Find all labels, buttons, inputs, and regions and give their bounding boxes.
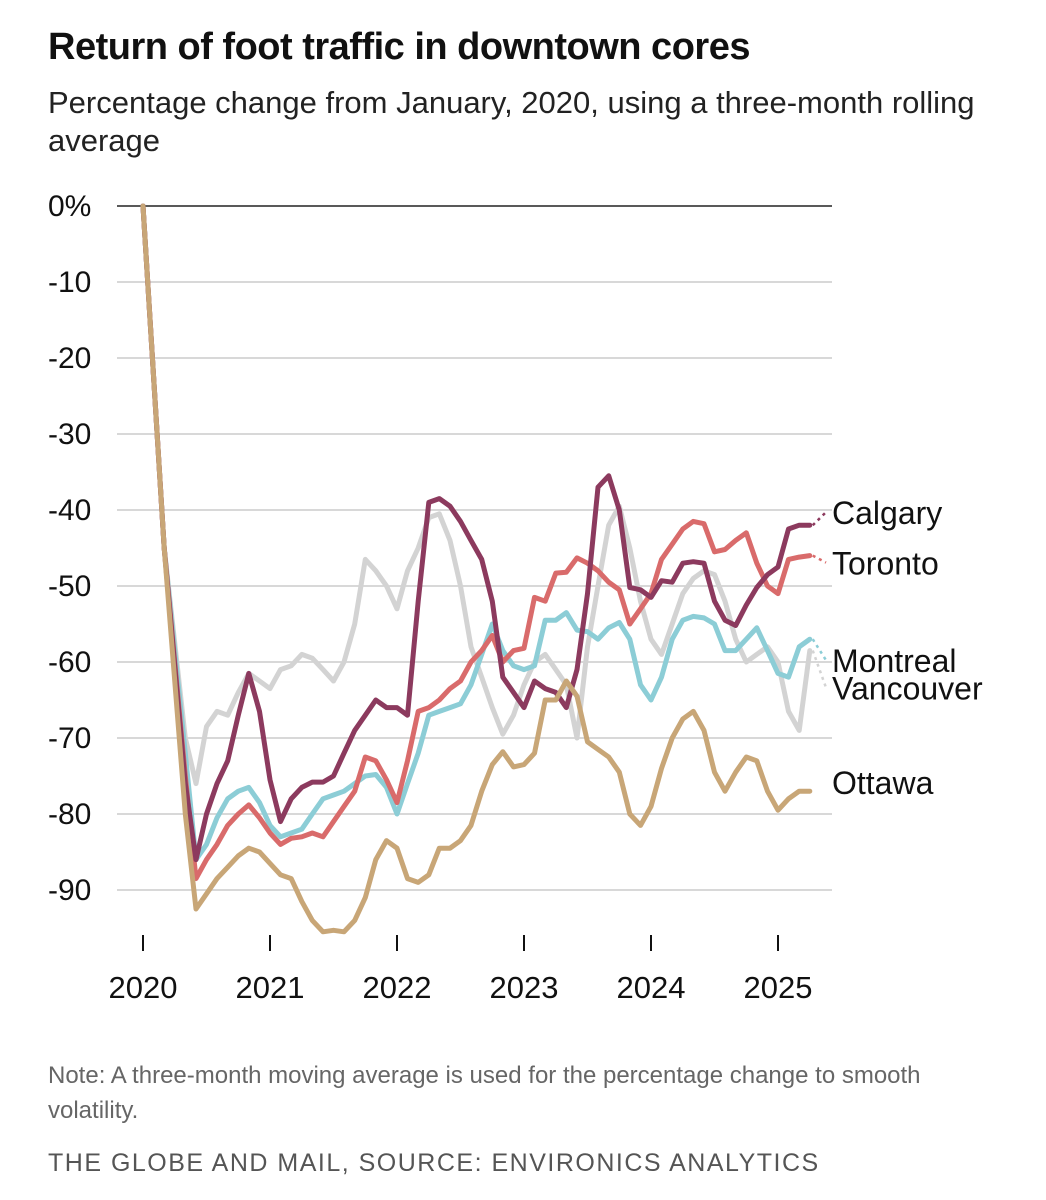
line-label-montreal: Montreal bbox=[832, 643, 957, 679]
x-tick-label: 2024 bbox=[617, 970, 686, 1005]
chart-title: Return of foot traffic in downtown cores bbox=[48, 26, 750, 68]
y-tick-label: -80 bbox=[48, 798, 91, 831]
y-tick-label: -90 bbox=[48, 874, 91, 907]
label-leader-calgary bbox=[811, 511, 827, 527]
series-line-ottawa bbox=[140, 203, 813, 935]
chart-note: Note: A three-month moving average is us… bbox=[48, 1062, 921, 1124]
series-lines bbox=[140, 203, 813, 935]
series-line-calgary bbox=[140, 203, 813, 863]
y-axis-tick-labels: 0% -10 -20 -30 -40 -50 -60 -70 -80 -90 bbox=[48, 190, 91, 907]
line-label-vancouver: Vancouver bbox=[832, 671, 983, 707]
label-leader-toronto bbox=[812, 554, 827, 564]
y-tick-label: -70 bbox=[48, 722, 91, 755]
line-label-ottawa: Ottawa bbox=[832, 765, 934, 801]
line-label-toronto: Toronto bbox=[832, 546, 939, 582]
line-chart: 0%-10-20-30-40-50-60-70-80-90 2020 2021 20… bbox=[48, 190, 983, 1005]
label-leader-vancouver bbox=[811, 650, 828, 689]
chart-subtitle: Percentage change from January, 2020, us… bbox=[48, 85, 975, 158]
label-leader-montreal bbox=[811, 638, 828, 661]
x-tick-label: 2021 bbox=[236, 970, 305, 1005]
line-label-calgary: Calgary bbox=[832, 495, 942, 531]
y-tick-label: -40 bbox=[48, 494, 91, 527]
y-tick-label: -20 bbox=[48, 342, 91, 375]
series-line-vancouver bbox=[140, 203, 813, 787]
x-tick-label: 2020 bbox=[109, 970, 178, 1005]
chart-credit: THE GLOBE AND MAIL, SOURCE: ENVIRONICS A… bbox=[48, 1149, 820, 1177]
x-tick-label: 2022 bbox=[363, 970, 432, 1005]
series-line-toronto bbox=[140, 203, 813, 882]
x-tick-label: 2025 bbox=[744, 970, 813, 1005]
y-tick-label: -10 bbox=[48, 266, 91, 299]
y-tick-label: 0% bbox=[48, 190, 91, 223]
y-tick-label: -50 bbox=[48, 570, 91, 603]
x-tick-label: 2023 bbox=[490, 970, 559, 1005]
y-tick-label: -60 bbox=[48, 646, 91, 679]
y-tick-label: -30 bbox=[48, 418, 91, 451]
x-axis: 2020 2021 2022 2023 2024 2025 bbox=[109, 935, 813, 1005]
